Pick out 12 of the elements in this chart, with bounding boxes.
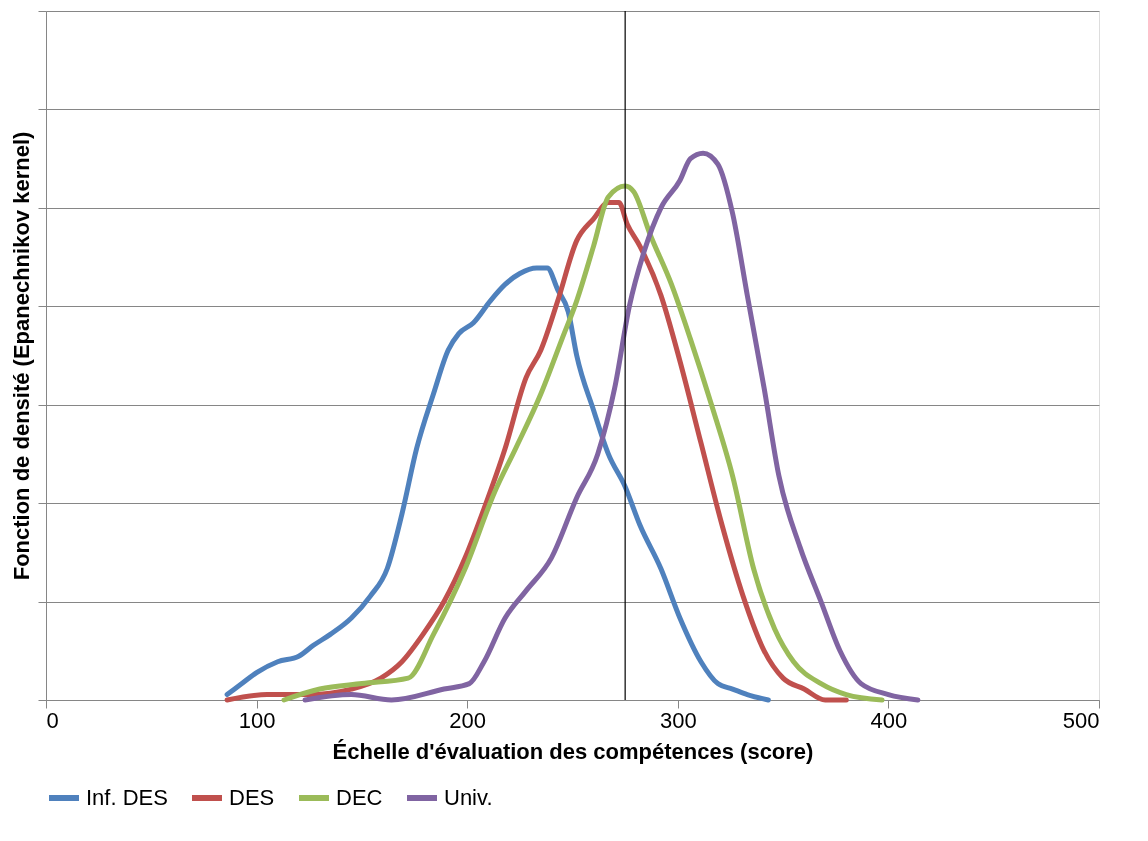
y-axis-title: Fonction de densité (Epanechnikov kernel)	[9, 131, 34, 581]
x-tick-label: 400	[870, 707, 908, 733]
x-tick-label: 0	[46, 707, 59, 733]
x-tick-label: 100	[238, 707, 276, 733]
x-tick-label: 300	[659, 707, 697, 733]
legend-label: DES	[229, 785, 275, 810]
legend-label: Inf. DES	[86, 785, 168, 810]
x-axis-title: Échelle d'évaluation des compétences (score)	[332, 738, 814, 764]
x-tick-label: 200	[449, 707, 487, 733]
legend-label: Univ.	[444, 785, 493, 810]
legend-label: DEC	[336, 785, 383, 810]
x-tick-label: 500	[1062, 707, 1100, 733]
